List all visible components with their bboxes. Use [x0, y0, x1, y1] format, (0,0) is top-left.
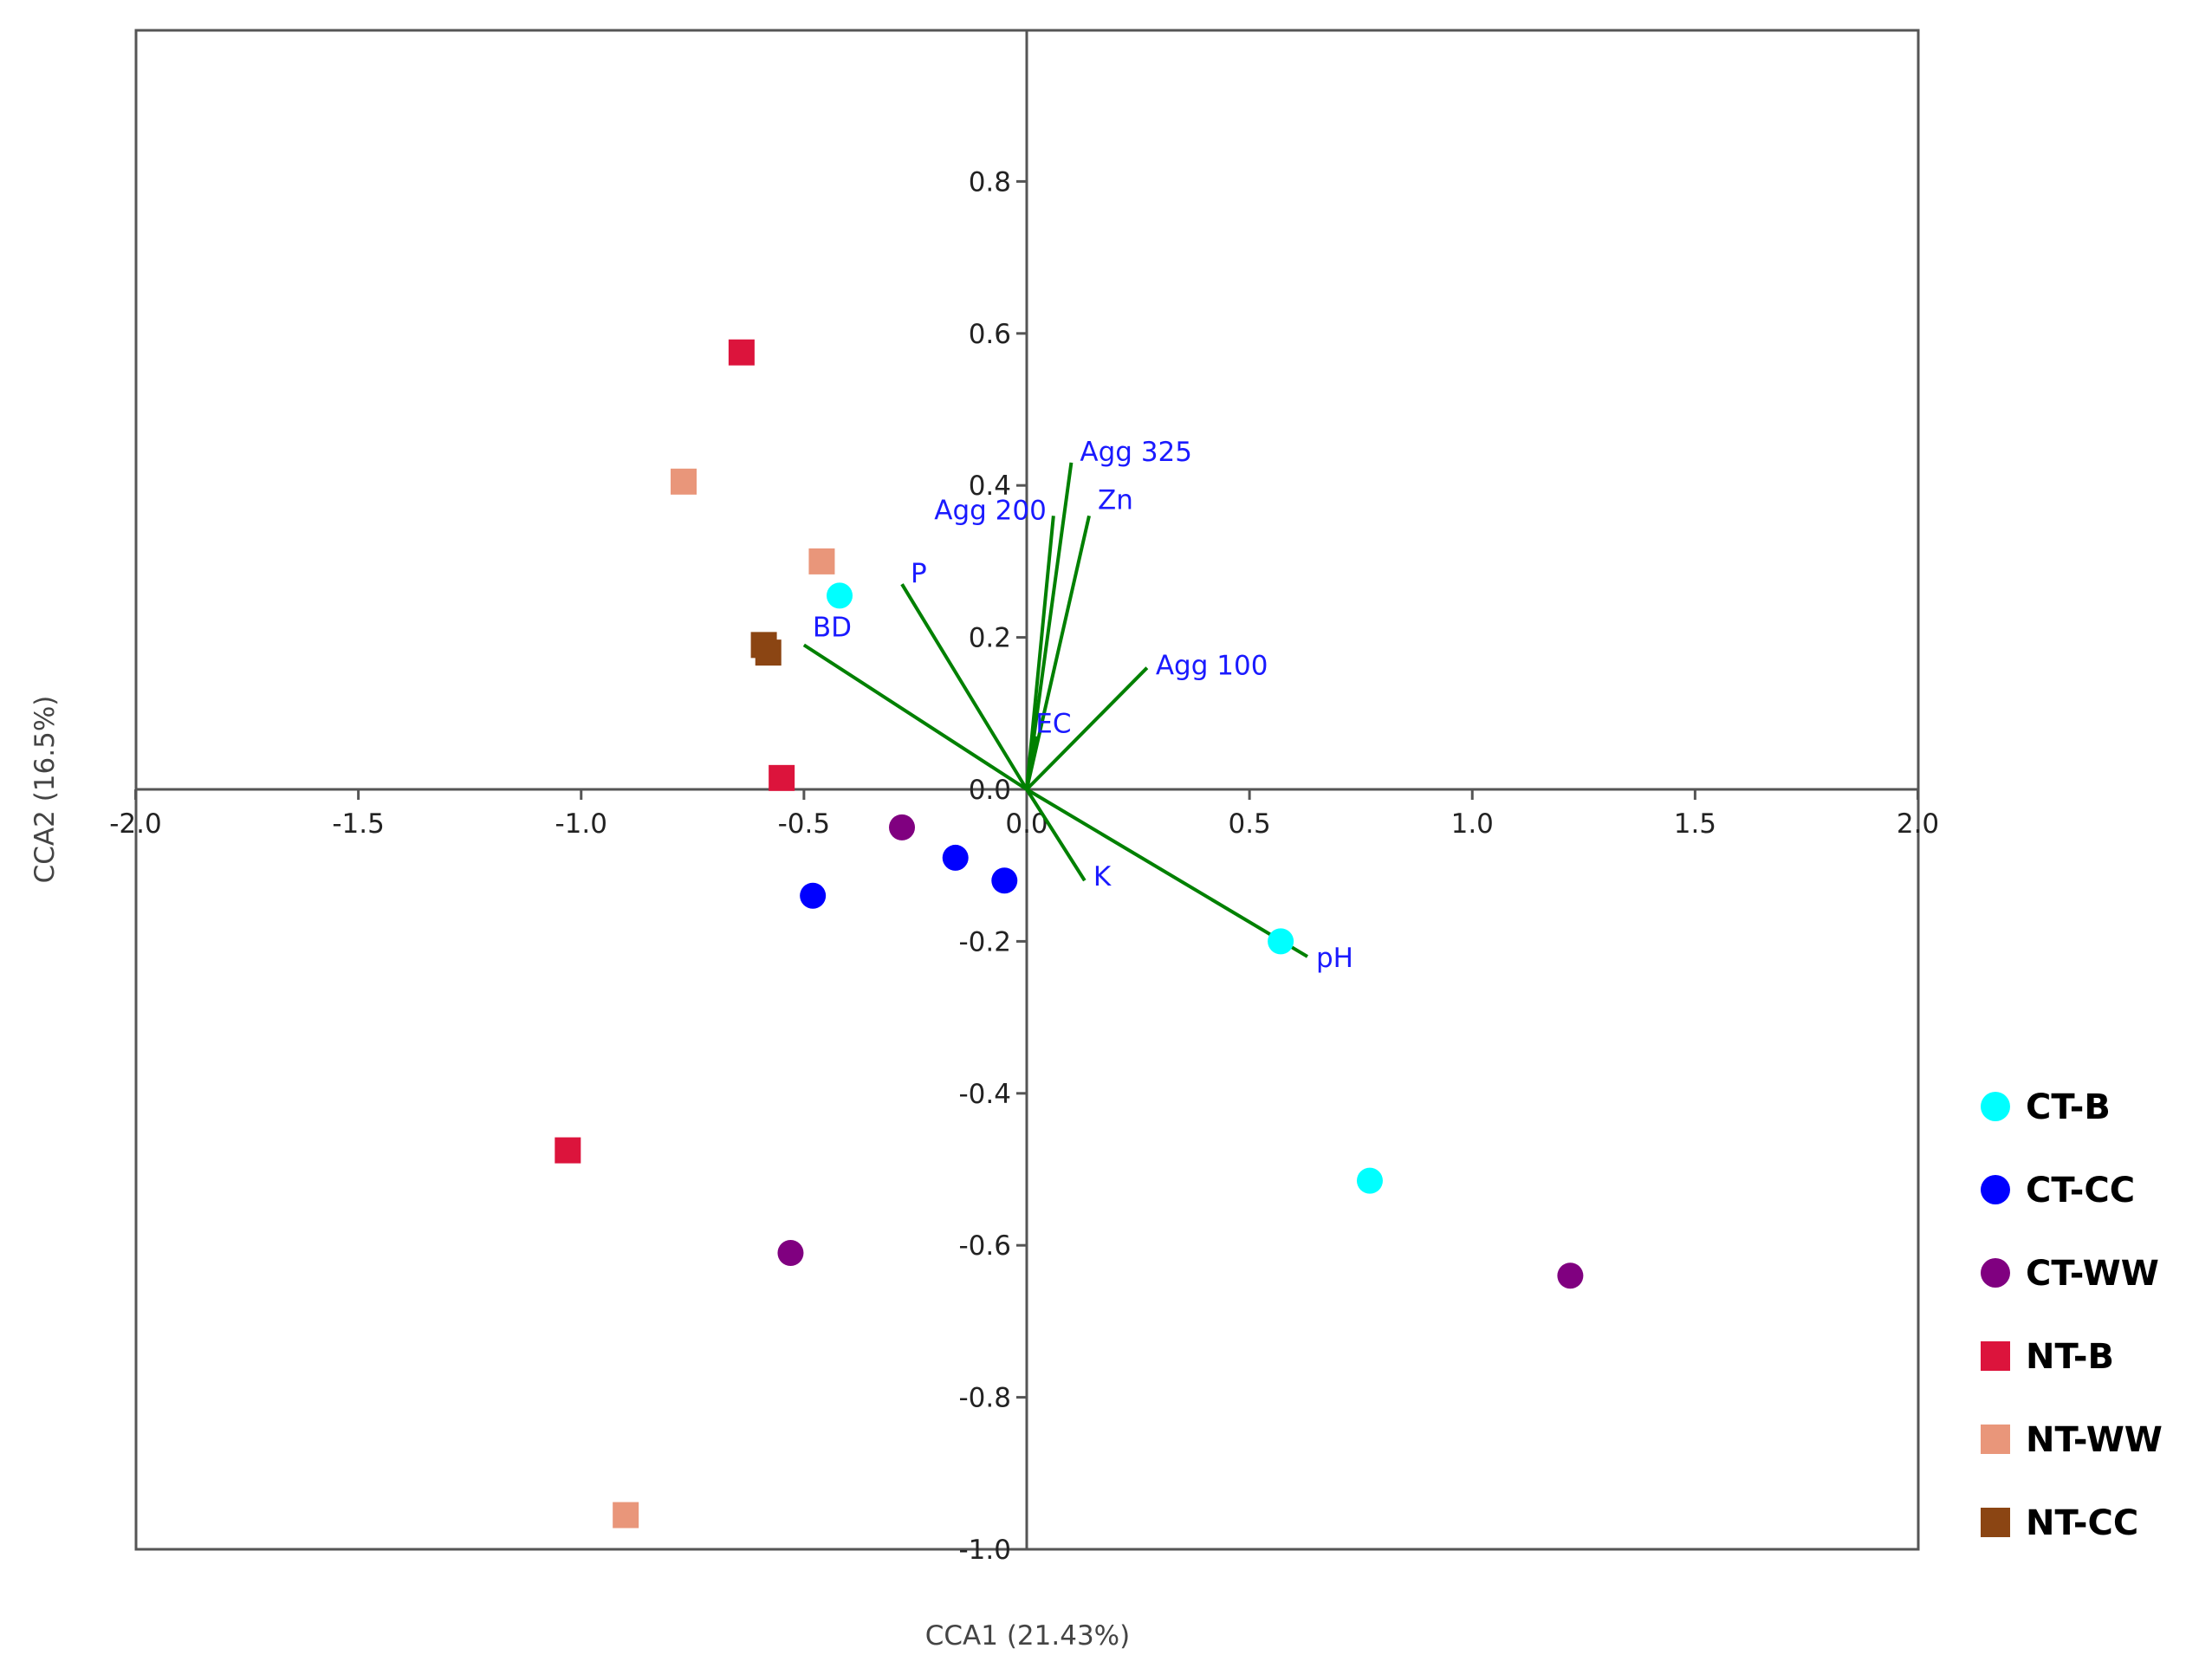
x-tick-label: -1.0 — [555, 808, 608, 840]
point-nt-ww — [613, 1502, 639, 1528]
point-ct-ww — [1557, 1262, 1584, 1289]
vector-ph — [1025, 788, 1309, 958]
vector-label: BD — [813, 612, 852, 643]
vector-zn — [1025, 515, 1091, 790]
y-tick-label: -0.8 — [959, 1383, 1012, 1414]
x-tick-label: 0.5 — [1228, 808, 1270, 840]
y-tick-label: -0.4 — [959, 1079, 1012, 1110]
point-ct-cc — [991, 867, 1018, 894]
vector-k — [1025, 788, 1087, 882]
legend-label-nt-ww: NT-WW — [2026, 1420, 2163, 1460]
legend-label-ct-cc: CT-CC — [2026, 1171, 2135, 1210]
y-tick-label: 0.6 — [969, 319, 1011, 350]
y-axis-title: CCA2 (16.5%) — [29, 696, 61, 884]
x-tick-label: -1.5 — [332, 808, 385, 840]
x-tick-label: -0.5 — [778, 808, 831, 840]
legend-label-nt-cc: NT-CC — [2026, 1503, 2138, 1543]
legend-marker-nt-cc — [1981, 1508, 2010, 1537]
vector-p — [900, 583, 1028, 791]
legend-label-nt-b: NT-B — [2026, 1337, 2114, 1377]
vector-bd — [802, 643, 1028, 791]
point-nt-b — [769, 764, 795, 791]
sample-points — [555, 339, 1584, 1528]
point-nt-b — [555, 1137, 581, 1164]
vector-agg-325 — [1025, 462, 1074, 790]
vector-label: Agg 325 — [1080, 437, 1192, 468]
point-ct-b — [1356, 1167, 1383, 1194]
y-ticks: 0.8 0.6 0.4 0.2 0.0 -0.2 -0.4 -0.6 -0.8 -1.0 — [959, 166, 1027, 1566]
y-tick-label: 0.2 — [969, 623, 1011, 654]
point-ct-cc — [800, 882, 827, 909]
x-tick-label: -2.0 — [109, 808, 162, 840]
legend: CT-B CT-CC CT-WW NT-B NT-WW NT-CC — [1981, 1087, 2163, 1543]
point-ct-b — [1268, 928, 1294, 955]
legend-label-ct-b: CT-B — [2026, 1087, 2111, 1127]
point-nt-cc — [755, 639, 782, 666]
vector-label: P — [911, 558, 927, 589]
legend-marker-nt-ww — [1981, 1425, 2010, 1454]
point-nt-b — [728, 339, 755, 366]
point-ct-ww — [889, 814, 916, 840]
vector-label: Agg 100 — [1156, 651, 1268, 682]
y-tick-label: -0.2 — [959, 926, 1012, 957]
vector-label: EC — [1035, 709, 1071, 740]
vector-label: Agg 200 — [934, 495, 1047, 526]
legend-marker-nt-b — [1981, 1341, 2010, 1371]
vector-agg-100 — [1025, 666, 1149, 791]
vector-agg-200 — [1025, 516, 1055, 790]
legend-label-ct-ww: CT-WW — [2026, 1254, 2159, 1294]
y-tick-label: 0.0 — [969, 775, 1011, 806]
vector-label: K — [1093, 861, 1112, 892]
legend-marker-ct-cc — [1981, 1175, 2010, 1204]
y-tick-label: -0.6 — [959, 1230, 1012, 1262]
vector-ec — [1025, 736, 1038, 790]
y-tick-label: 0.4 — [969, 471, 1011, 502]
y-tick-label: 0.8 — [969, 166, 1011, 198]
x-tick-label: 2.0 — [1897, 808, 1939, 840]
legend-marker-ct-ww — [1981, 1258, 2010, 1288]
legend-marker-ct-b — [1981, 1092, 2010, 1121]
x-ticks: -2.0 -1.5 -1.0 -0.5 0.0 0.5 1.0 1.5 2.0 — [109, 789, 1939, 840]
vector-label: Zn — [1098, 484, 1133, 516]
vector-label: pH — [1316, 943, 1353, 974]
environmental-vectors: Agg 325 Agg 200 Zn P BD Agg 100 EC KpH — [802, 437, 1353, 974]
point-ct-ww — [777, 1239, 804, 1266]
point-nt-ww — [808, 548, 835, 574]
point-nt-ww — [671, 468, 697, 495]
x-tick-label: 1.0 — [1451, 808, 1494, 840]
x-tick-label: 1.5 — [1674, 808, 1716, 840]
x-axis-title: CCA1 (21.43%) — [925, 1620, 1130, 1652]
point-ct-cc — [942, 844, 969, 871]
y-tick-label: -1.0 — [959, 1535, 1012, 1566]
point-ct-b — [827, 582, 853, 609]
